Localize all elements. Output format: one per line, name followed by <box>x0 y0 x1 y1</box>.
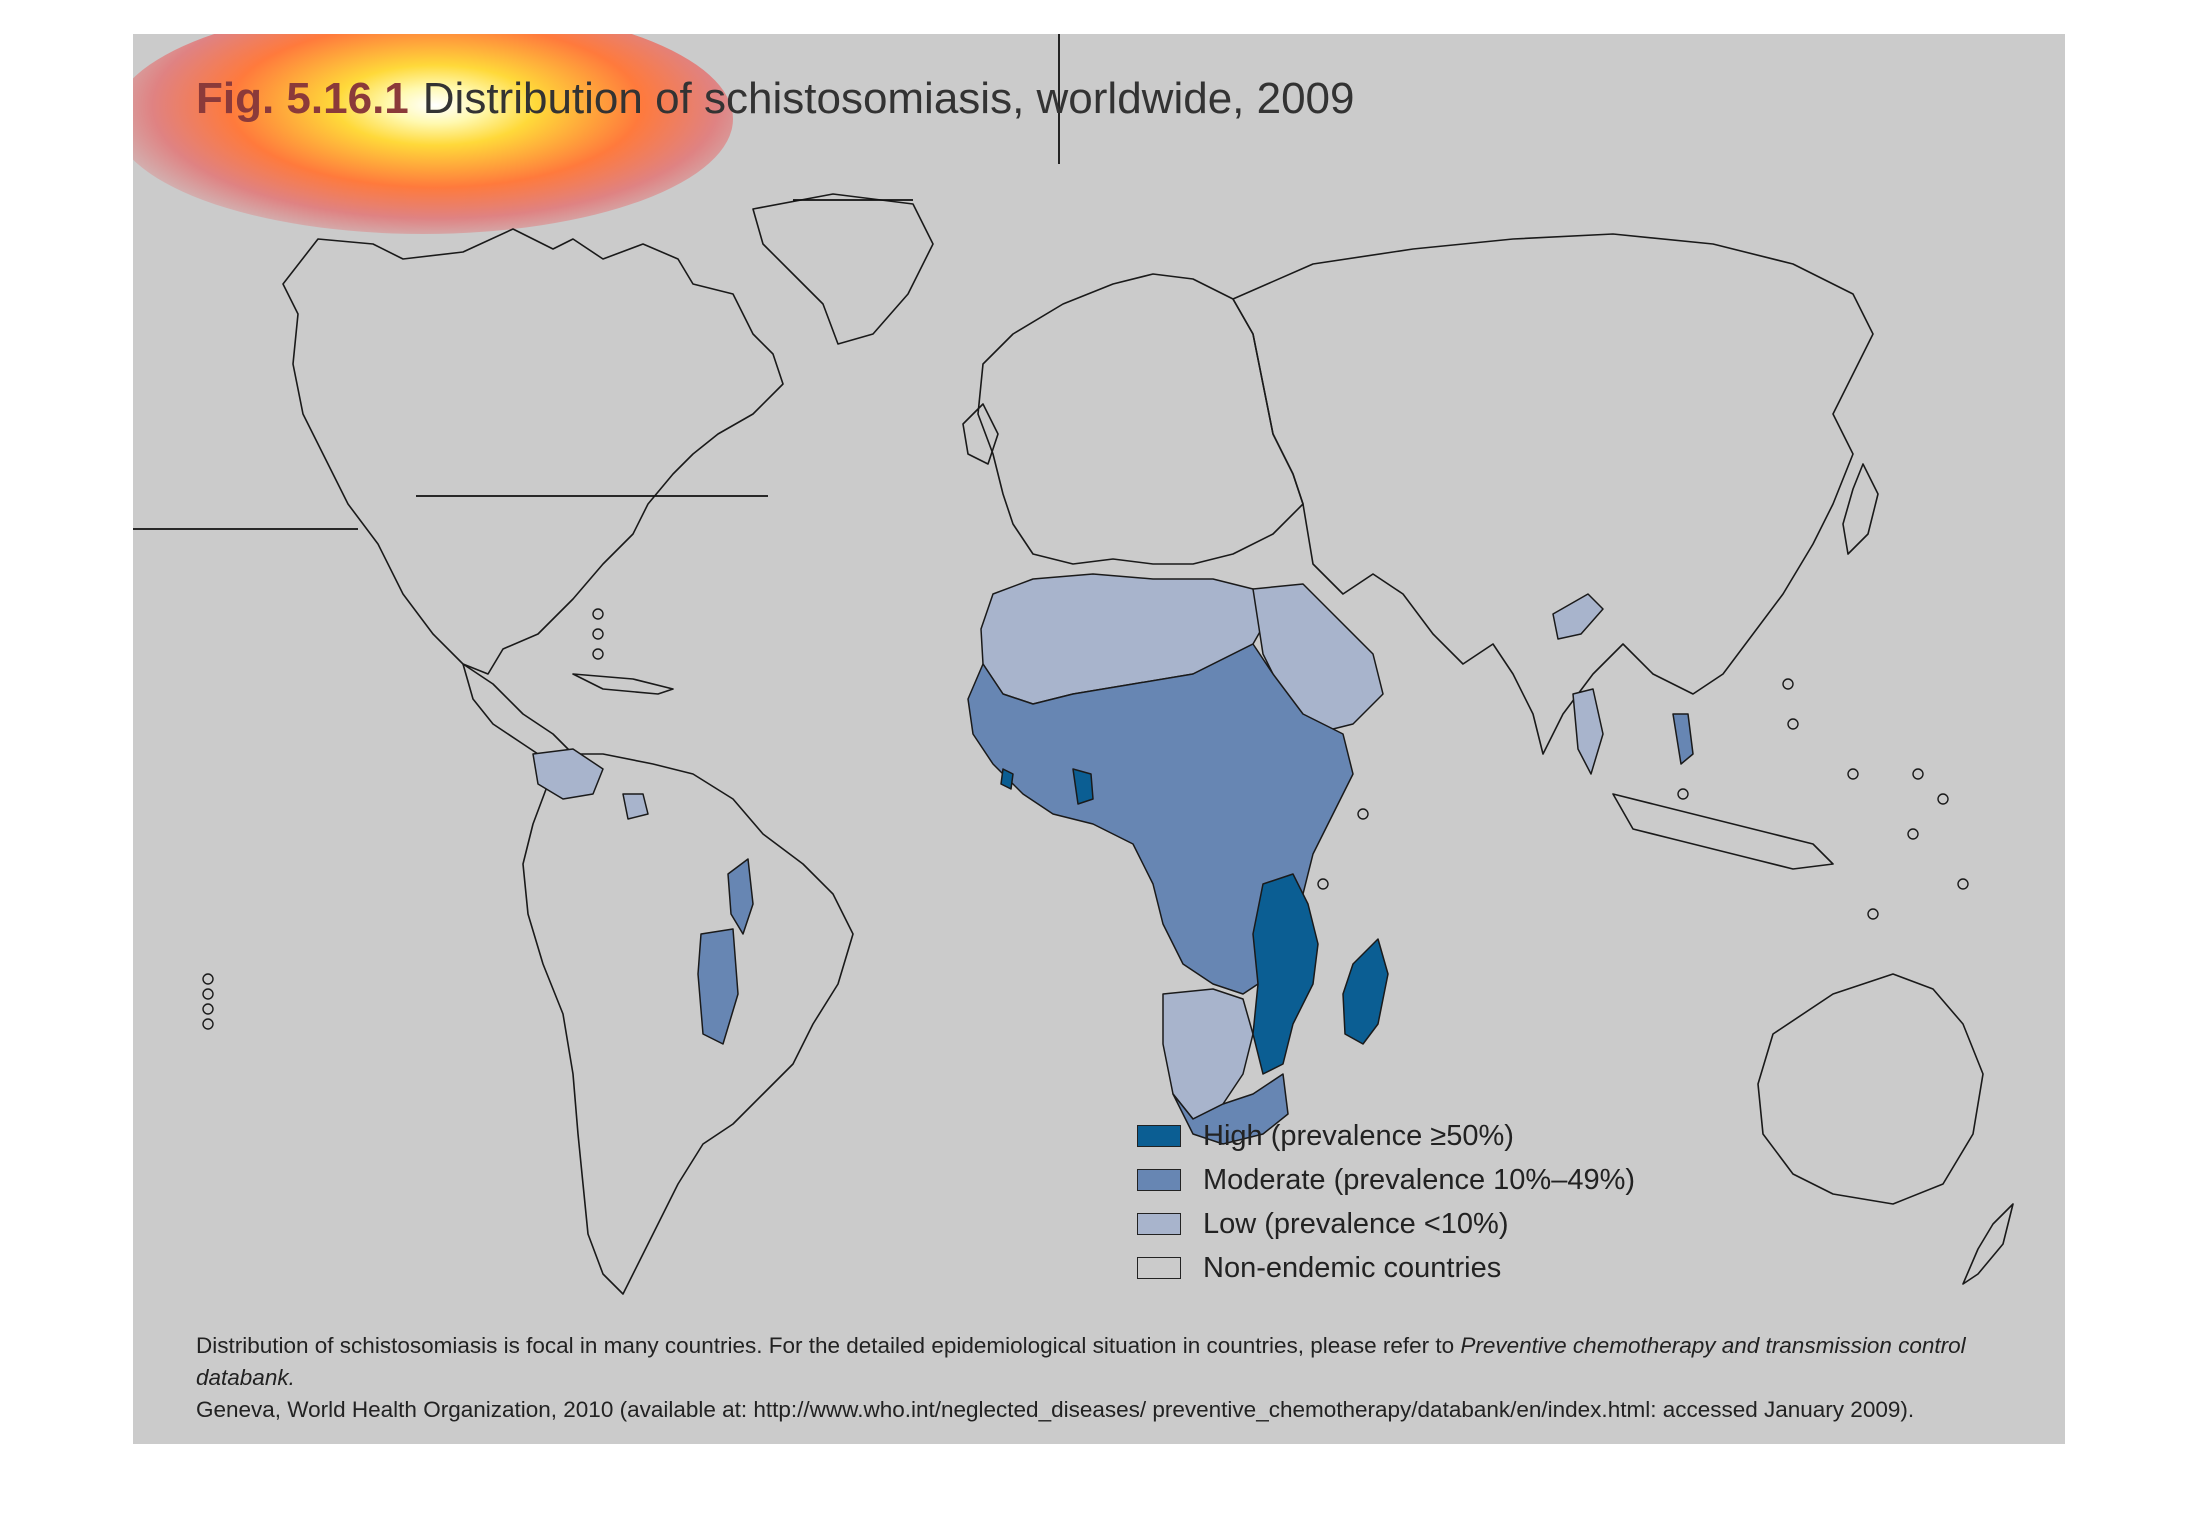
central-america-outline <box>462 663 574 765</box>
east-africa-high <box>1252 873 1319 1075</box>
legend-item-low: Low (prevalence <10%) <box>1137 1202 1635 1246</box>
brazil-east-moderate <box>697 928 739 1045</box>
island-marker <box>1912 768 1924 780</box>
legend-label-low: Low (prevalence <10%) <box>1203 1207 1509 1240</box>
island-marker <box>1357 808 1369 820</box>
island-marker <box>202 988 214 1000</box>
legend-item-non-endemic: Non-endemic countries <box>1137 1246 1635 1290</box>
island-marker <box>1957 878 1969 890</box>
island-marker <box>202 973 214 985</box>
new-zealand-outline <box>1962 1203 2014 1285</box>
japan-outline <box>1842 463 1879 555</box>
philippines-moderate <box>1672 713 1694 765</box>
legend-label-high: High (prevalence ≥50%) <box>1203 1119 1514 1152</box>
figure-title: Fig. 5.16.1 Distribution of schistosomias… <box>196 74 1355 124</box>
australia-outline <box>1757 973 1984 1205</box>
island-marker <box>1847 768 1859 780</box>
island-marker <box>1907 828 1919 840</box>
island-marker <box>202 1003 214 1015</box>
legend-swatch-moderate <box>1137 1169 1181 1191</box>
north-america-outline <box>282 228 784 675</box>
world-map <box>133 34 2014 1295</box>
legend-swatch-non-endemic <box>1137 1257 1181 1279</box>
suriname-low <box>622 793 649 820</box>
west-africa-high <box>1072 768 1094 805</box>
south-america-outline <box>522 753 854 1295</box>
southeast-asia-low <box>1572 688 1604 775</box>
island-marker <box>592 648 604 660</box>
legend-label-non-endemic: Non-endemic countries <box>1203 1251 1502 1284</box>
greenland-outline <box>752 193 934 345</box>
footnote-line-2: Geneva, World Health Organization, 2010 … <box>196 1397 1915 1422</box>
madagascar-high <box>1342 938 1389 1045</box>
island-marker <box>1317 878 1329 890</box>
ghana-high <box>1000 768 1014 790</box>
legend-label-moderate: Moderate (prevalence 10%–49%) <box>1203 1163 1636 1196</box>
map-legend: High (prevalence ≥50%) Moderate (prevale… <box>1137 1114 1635 1290</box>
footnote-databank-title: Preventive chemotherapy and transmission… <box>196 1333 1966 1390</box>
footnote-line-1-text: Distribution of schistosomiasis is focal… <box>196 1333 1461 1358</box>
venezuela-low <box>532 748 604 800</box>
brazil-moderate <box>727 858 754 935</box>
caribbean-outline <box>572 673 674 695</box>
island-marker <box>1867 908 1879 920</box>
china-low <box>1552 593 1604 640</box>
footnote-line-1: Distribution of schistosomiasis is focal… <box>196 1330 2036 1394</box>
legend-swatch-low <box>1137 1213 1181 1235</box>
figure-number: Fig. 5.16.1 <box>196 74 409 123</box>
island-marker <box>1787 718 1799 730</box>
europe-outline <box>977 273 1304 565</box>
island-marker <box>202 1018 214 1030</box>
asia-outline <box>1232 233 1874 755</box>
legend-swatch-high <box>1137 1125 1181 1147</box>
island-marker <box>1677 788 1689 800</box>
south-africa-moderate <box>1172 1073 1289 1145</box>
island-marker <box>592 608 604 620</box>
island-marker <box>1937 793 1949 805</box>
highlight-glow <box>133 34 733 234</box>
island-marker <box>592 628 604 640</box>
island-marker <box>1782 678 1794 690</box>
footnote: Distribution of schistosomiasis is focal… <box>196 1330 2036 1426</box>
southern-africa-low <box>1162 988 1254 1120</box>
uk-outline <box>962 403 999 465</box>
southeast-asia-islands-outline <box>1612 793 1834 870</box>
figure-title-text: Distribution of schistosomiasis, worldwi… <box>422 74 1355 123</box>
legend-item-moderate: Moderate (prevalence 10%–49%) <box>1137 1158 1635 1202</box>
legend-item-high: High (prevalence ≥50%) <box>1137 1114 1635 1158</box>
map-panel: Fig. 5.16.1 Distribution of schistosomias… <box>133 34 2065 1444</box>
